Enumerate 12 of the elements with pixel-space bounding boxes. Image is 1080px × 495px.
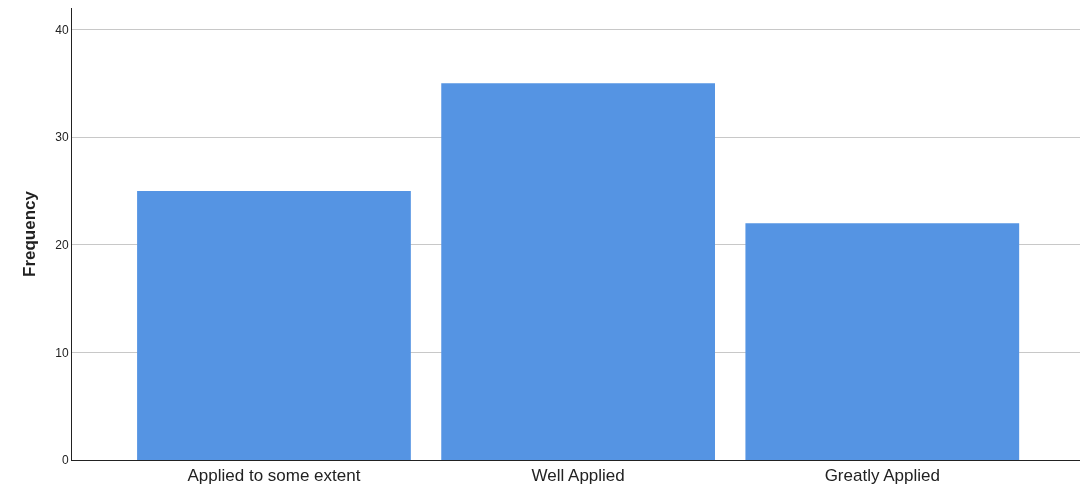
y-axis-title: Frequency: [19, 190, 39, 277]
y-tick-label: 20: [55, 237, 69, 252]
bar: [441, 83, 715, 460]
bar: [745, 223, 1020, 460]
x-tick-label: Greatly Applied: [824, 466, 940, 486]
y-tick-label: 0: [61, 453, 69, 468]
bar: [137, 190, 411, 460]
x-tick-label: Well Applied: [531, 466, 625, 486]
y-tick-label: 10: [55, 345, 69, 360]
y-tick-label: 30: [55, 130, 69, 145]
x-tick-label: Applied to some extent: [187, 466, 361, 486]
y-tick-label: 40: [55, 22, 69, 37]
